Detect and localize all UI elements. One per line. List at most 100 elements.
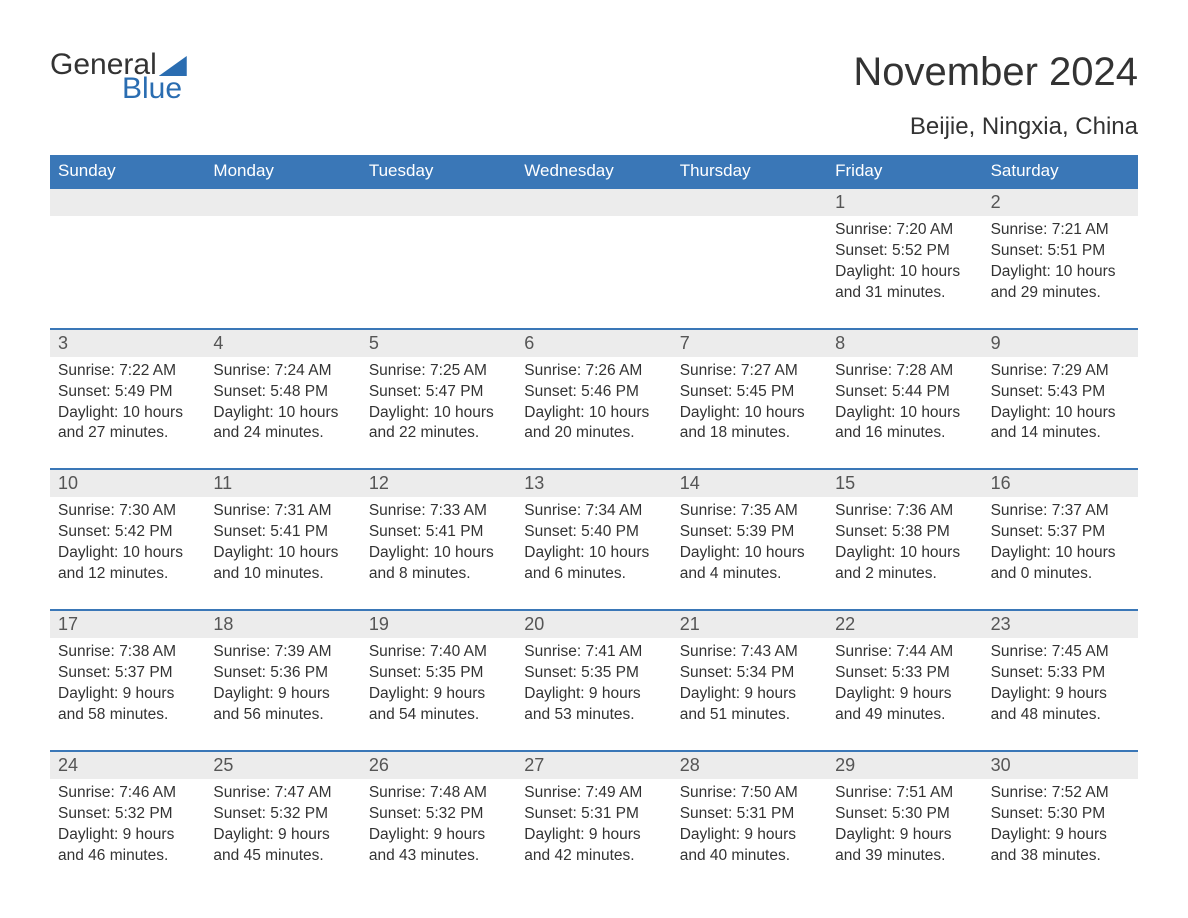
sunset-line: Sunset: 5:41 PM xyxy=(369,522,508,543)
sunset-value: 5:48 PM xyxy=(270,383,328,400)
sunrise-value: 7:31 AM xyxy=(275,502,332,519)
day-cell: Sunrise: 7:50 AMSunset: 5:31 PMDaylight:… xyxy=(672,779,827,869)
sunrise-line: Sunrise: 7:44 AM xyxy=(835,642,974,663)
sunrise-value: 7:27 AM xyxy=(741,362,798,379)
sunrise-value: 7:28 AM xyxy=(896,362,953,379)
daylight-label: Daylight: xyxy=(524,826,584,843)
daylight-label: Daylight: xyxy=(991,544,1051,561)
sunset-label: Sunset: xyxy=(524,664,577,681)
daylight-line: Daylight: 9 hours and 46 minutes. xyxy=(58,825,197,867)
sunset-label: Sunset: xyxy=(991,242,1044,259)
day-number: 5 xyxy=(361,330,516,357)
sunrise-label: Sunrise: xyxy=(213,643,270,660)
day-cell xyxy=(672,216,827,306)
sunrise-line: Sunrise: 7:24 AM xyxy=(213,361,352,382)
sunset-label: Sunset: xyxy=(369,805,422,822)
day-number-band: 3456789 xyxy=(50,330,1138,357)
sunrise-value: 7:26 AM xyxy=(585,362,642,379)
daylight-label: Daylight: xyxy=(369,826,429,843)
daylight-line: Daylight: 9 hours and 42 minutes. xyxy=(524,825,663,867)
weekday-monday: Monday xyxy=(205,155,360,187)
sunrise-label: Sunrise: xyxy=(835,362,892,379)
day-cell: Sunrise: 7:45 AMSunset: 5:33 PMDaylight:… xyxy=(983,638,1138,728)
day-number: 24 xyxy=(50,752,205,779)
week-row: 24252627282930Sunrise: 7:46 AMSunset: 5:… xyxy=(50,750,1138,869)
sunset-line: Sunset: 5:44 PM xyxy=(835,382,974,403)
daylight-line: Daylight: 10 hours and 27 minutes. xyxy=(58,403,197,445)
daylight-line: Daylight: 10 hours and 16 minutes. xyxy=(835,403,974,445)
sunset-line: Sunset: 5:46 PM xyxy=(524,382,663,403)
week-row: 3456789Sunrise: 7:22 AMSunset: 5:49 PMDa… xyxy=(50,328,1138,447)
daylight-label: Daylight: xyxy=(835,404,895,421)
sunset-value: 5:32 PM xyxy=(270,805,328,822)
calendar: SundayMondayTuesdayWednesdayThursdayFrid… xyxy=(50,155,1138,868)
sunset-value: 5:33 PM xyxy=(1047,664,1105,681)
day-cell xyxy=(516,216,671,306)
sunset-line: Sunset: 5:30 PM xyxy=(991,804,1130,825)
sunrise-label: Sunrise: xyxy=(680,784,737,801)
sunrise-label: Sunrise: xyxy=(213,502,270,519)
sunrise-line: Sunrise: 7:41 AM xyxy=(524,642,663,663)
sunrise-line: Sunrise: 7:35 AM xyxy=(680,501,819,522)
sunrise-line: Sunrise: 7:20 AM xyxy=(835,220,974,241)
day-number xyxy=(50,189,205,216)
sunrise-value: 7:43 AM xyxy=(741,643,798,660)
day-cell: Sunrise: 7:24 AMSunset: 5:48 PMDaylight:… xyxy=(205,357,360,447)
sunrise-line: Sunrise: 7:21 AM xyxy=(991,220,1130,241)
sunrise-line: Sunrise: 7:22 AM xyxy=(58,361,197,382)
sunrise-label: Sunrise: xyxy=(213,784,270,801)
sunrise-value: 7:24 AM xyxy=(275,362,332,379)
sunrise-label: Sunrise: xyxy=(991,362,1048,379)
day-number: 17 xyxy=(50,611,205,638)
day-number: 6 xyxy=(516,330,671,357)
week-row: 10111213141516Sunrise: 7:30 AMSunset: 5:… xyxy=(50,468,1138,587)
day-cell: Sunrise: 7:46 AMSunset: 5:32 PMDaylight:… xyxy=(50,779,205,869)
day-cell: Sunrise: 7:20 AMSunset: 5:52 PMDaylight:… xyxy=(827,216,982,306)
day-cell: Sunrise: 7:36 AMSunset: 5:38 PMDaylight:… xyxy=(827,497,982,587)
sunrise-value: 7:22 AM xyxy=(119,362,176,379)
sunset-line: Sunset: 5:30 PM xyxy=(835,804,974,825)
sunrise-label: Sunrise: xyxy=(58,643,115,660)
sunset-label: Sunset: xyxy=(524,805,577,822)
daylight-line: Daylight: 10 hours and 8 minutes. xyxy=(369,543,508,585)
sunset-line: Sunset: 5:48 PM xyxy=(213,382,352,403)
sunrise-value: 7:50 AM xyxy=(741,784,798,801)
daylight-line: Daylight: 9 hours and 53 minutes. xyxy=(524,684,663,726)
sunrise-value: 7:47 AM xyxy=(275,784,332,801)
day-cell: Sunrise: 7:47 AMSunset: 5:32 PMDaylight:… xyxy=(205,779,360,869)
sunset-value: 5:38 PM xyxy=(892,523,950,540)
day-number xyxy=(516,189,671,216)
sunset-value: 5:31 PM xyxy=(581,805,639,822)
daylight-label: Daylight: xyxy=(213,826,273,843)
day-cell: Sunrise: 7:30 AMSunset: 5:42 PMDaylight:… xyxy=(50,497,205,587)
sunset-value: 5:37 PM xyxy=(115,664,173,681)
daylight-line: Daylight: 10 hours and 2 minutes. xyxy=(835,543,974,585)
sunrise-label: Sunrise: xyxy=(835,502,892,519)
sunrise-label: Sunrise: xyxy=(213,362,270,379)
daylight-line: Daylight: 10 hours and 12 minutes. xyxy=(58,543,197,585)
daylight-line: Daylight: 10 hours and 6 minutes. xyxy=(524,543,663,585)
sunrise-label: Sunrise: xyxy=(680,362,737,379)
weeks-container: 12Sunrise: 7:20 AMSunset: 5:52 PMDayligh… xyxy=(50,187,1138,868)
daylight-label: Daylight: xyxy=(835,544,895,561)
sunset-value: 5:32 PM xyxy=(115,805,173,822)
day-cell: Sunrise: 7:51 AMSunset: 5:30 PMDaylight:… xyxy=(827,779,982,869)
sunset-label: Sunset: xyxy=(991,523,1044,540)
daylight-line: Daylight: 10 hours and 18 minutes. xyxy=(680,403,819,445)
day-number: 19 xyxy=(361,611,516,638)
sunset-label: Sunset: xyxy=(835,383,888,400)
sunrise-value: 7:51 AM xyxy=(896,784,953,801)
daylight-label: Daylight: xyxy=(680,685,740,702)
sunset-label: Sunset: xyxy=(369,664,422,681)
daylight-line: Daylight: 10 hours and 29 minutes. xyxy=(991,262,1130,304)
sunrise-label: Sunrise: xyxy=(835,221,892,238)
sunrise-line: Sunrise: 7:43 AM xyxy=(680,642,819,663)
sunrise-value: 7:40 AM xyxy=(430,643,487,660)
sunset-line: Sunset: 5:38 PM xyxy=(835,522,974,543)
sunrise-line: Sunrise: 7:34 AM xyxy=(524,501,663,522)
daylight-line: Daylight: 9 hours and 51 minutes. xyxy=(680,684,819,726)
daylight-line: Daylight: 10 hours and 14 minutes. xyxy=(991,403,1130,445)
sunset-label: Sunset: xyxy=(835,805,888,822)
daylight-label: Daylight: xyxy=(58,404,118,421)
day-number-band: 24252627282930 xyxy=(50,752,1138,779)
